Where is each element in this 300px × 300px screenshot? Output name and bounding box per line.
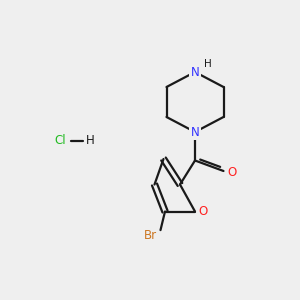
Text: O: O: [228, 166, 237, 179]
Text: N: N: [190, 125, 200, 139]
Text: Br: Br: [143, 229, 157, 242]
Text: H: H: [85, 134, 94, 148]
Text: N: N: [190, 65, 200, 79]
Text: H: H: [204, 58, 212, 69]
Text: O: O: [199, 205, 208, 218]
Text: Cl: Cl: [54, 134, 66, 148]
